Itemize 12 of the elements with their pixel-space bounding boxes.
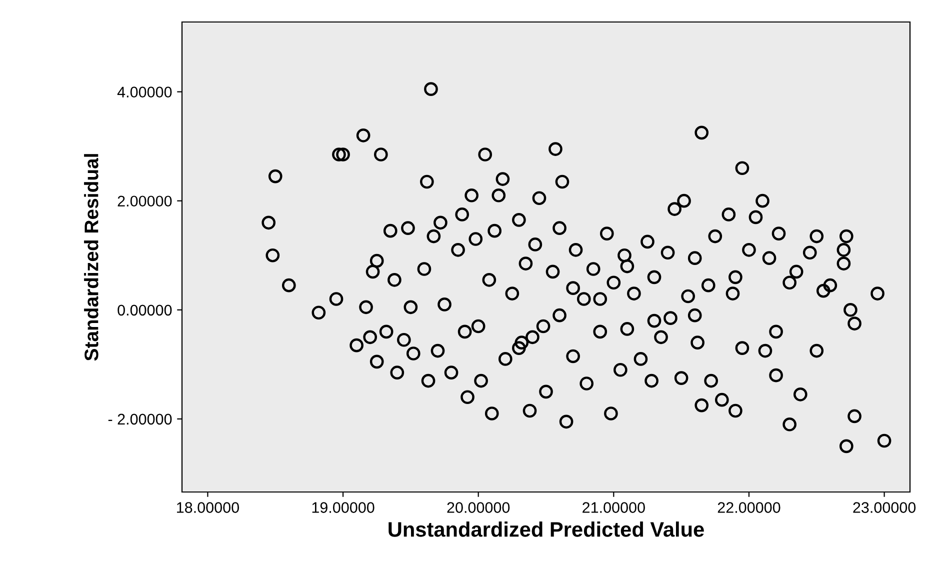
y-axis-title: Standardized Residual	[84, 154, 98, 361]
x-tick-label: 22.00000	[718, 502, 780, 513]
y-tick-label: 0.00000	[118, 304, 172, 316]
x-tick-label: 20.00000	[447, 502, 510, 513]
x-tick-label: 23.00000	[853, 502, 916, 513]
x-tick-label: 21.00000	[582, 502, 645, 513]
x-tick-label: 19.00000	[312, 502, 374, 513]
y-tick-label: 4.00000	[117, 86, 172, 98]
y-tick-label: 2.00000	[118, 196, 172, 207]
x-axis-title: Unstandardized Predicted Value	[388, 522, 704, 537]
y-tick-label: - 2.00000	[108, 414, 172, 425]
x-tick-label: 18.00000	[177, 502, 239, 513]
